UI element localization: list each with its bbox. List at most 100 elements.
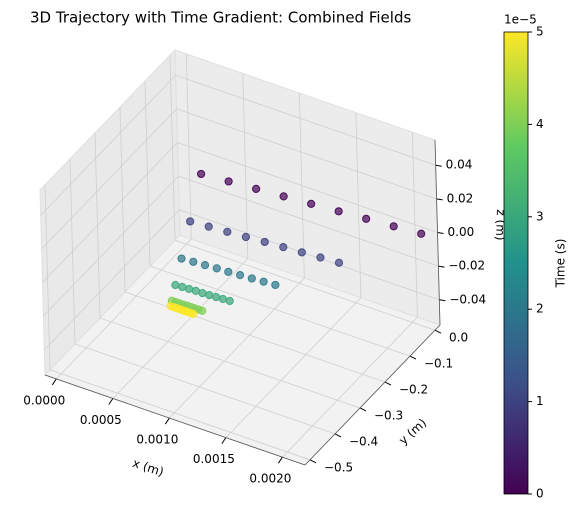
- x-tick-label: 0.0015: [193, 452, 235, 466]
- data-point: [225, 296, 234, 306]
- x-tick: [108, 398, 114, 405]
- data-point: [279, 243, 288, 252]
- y-tick-label: −0.4: [349, 434, 378, 448]
- data-point: [205, 290, 214, 300]
- grid-line: [99, 317, 361, 409]
- grid-line: [175, 74, 436, 166]
- colorbar: [503, 31, 529, 495]
- x-tick-label: 0.0005: [80, 413, 122, 427]
- grid-line: [179, 209, 440, 301]
- z-tick: [438, 265, 445, 268]
- axis-line: [434, 139, 441, 326]
- data-point: [297, 248, 306, 257]
- grid-line: [176, 108, 437, 200]
- data-point: [171, 280, 180, 290]
- y-tick: [359, 407, 367, 412]
- data-point: [241, 232, 250, 242]
- y-tick: [409, 355, 417, 360]
- x-tick: [164, 417, 170, 425]
- y-tick: [334, 433, 342, 438]
- data-point: [417, 229, 426, 238]
- y-tick: [309, 459, 317, 464]
- grid-line: [49, 369, 311, 461]
- colorbar-tick-label: 2: [536, 302, 544, 316]
- data-point: [177, 254, 186, 263]
- data-point: [218, 294, 228, 304]
- x-tick-label: 0.0010: [136, 433, 178, 447]
- y-tick-label: −0.2: [399, 383, 428, 397]
- grid-line: [169, 277, 305, 419]
- colorbar-tick-label: 4: [536, 117, 544, 131]
- data-point: [197, 169, 206, 179]
- data-point: [389, 222, 398, 231]
- data-point: [184, 284, 194, 294]
- data-point: [186, 217, 195, 226]
- data-point: [200, 260, 210, 270]
- colorbar-tick-label: 0: [536, 487, 544, 501]
- x-axis-label: x (m): [131, 456, 166, 479]
- colorbar-label: Time (s): [554, 239, 568, 289]
- data-point: [198, 289, 207, 298]
- data-point: [252, 184, 261, 193]
- data-point: [189, 309, 198, 319]
- y-tick-label: −0.3: [374, 408, 403, 422]
- data-point: [198, 306, 207, 315]
- y-tick: [384, 381, 392, 386]
- chart-title: 3D Trajectory with Time Gradient: Combin…: [30, 9, 411, 27]
- grid-line: [149, 265, 411, 357]
- grid-line: [74, 343, 336, 435]
- grid-line: [177, 142, 438, 233]
- grid-line: [178, 175, 439, 267]
- data-point: [211, 292, 221, 302]
- data-point: [235, 271, 245, 280]
- data-point: [204, 222, 213, 231]
- data-point: [334, 258, 344, 267]
- colorbar-tick-label: 1: [536, 394, 544, 408]
- grid-line: [42, 142, 178, 283]
- data-point: [260, 237, 269, 247]
- z-tick-label: 0.00: [448, 225, 475, 239]
- grid-line: [56, 238, 192, 380]
- y-tick-label: −0.5: [324, 460, 353, 474]
- data-point: [224, 177, 233, 186]
- data-point: [178, 282, 187, 292]
- y-tick: [434, 329, 442, 334]
- z-tick-label: −0.02: [448, 259, 485, 273]
- data-point: [247, 274, 256, 283]
- z-tick: [439, 299, 446, 302]
- x-tick-label: 0.0020: [249, 472, 291, 486]
- grid-line: [282, 316, 418, 458]
- axis-line: [304, 324, 441, 466]
- grid-line: [174, 239, 436, 331]
- data-point: [189, 257, 198, 266]
- data-point: [271, 280, 280, 290]
- z-tick: [435, 164, 442, 167]
- data-point: [212, 264, 221, 273]
- x-tick-label: 0.0000: [23, 393, 65, 407]
- z-tick: [437, 232, 444, 234]
- grid-line: [44, 209, 180, 351]
- data-point: [316, 253, 325, 262]
- data-point: [279, 192, 288, 201]
- data-point: [334, 207, 343, 216]
- y-tick-label: −0.1: [424, 357, 453, 371]
- z-tick-label: −0.04: [449, 292, 486, 306]
- colorbar-tick-label: 5: [536, 25, 544, 39]
- x-tick: [51, 378, 57, 386]
- grid-line: [112, 258, 249, 399]
- data-point: [259, 277, 268, 286]
- z-tick-label: 0.02: [447, 191, 474, 205]
- grid-line: [41, 108, 177, 250]
- x-tick: [277, 456, 283, 464]
- x-tick: [221, 437, 227, 444]
- grid-line: [40, 74, 176, 216]
- colorbar-offset: 1e−5: [504, 13, 537, 27]
- data-point: [224, 267, 233, 276]
- y-tick-label: 0.0: [449, 331, 468, 345]
- data-point: [307, 199, 316, 208]
- grid-line: [43, 175, 179, 317]
- z-tick-label: 0.04: [446, 158, 473, 172]
- axis-line: [44, 374, 306, 466]
